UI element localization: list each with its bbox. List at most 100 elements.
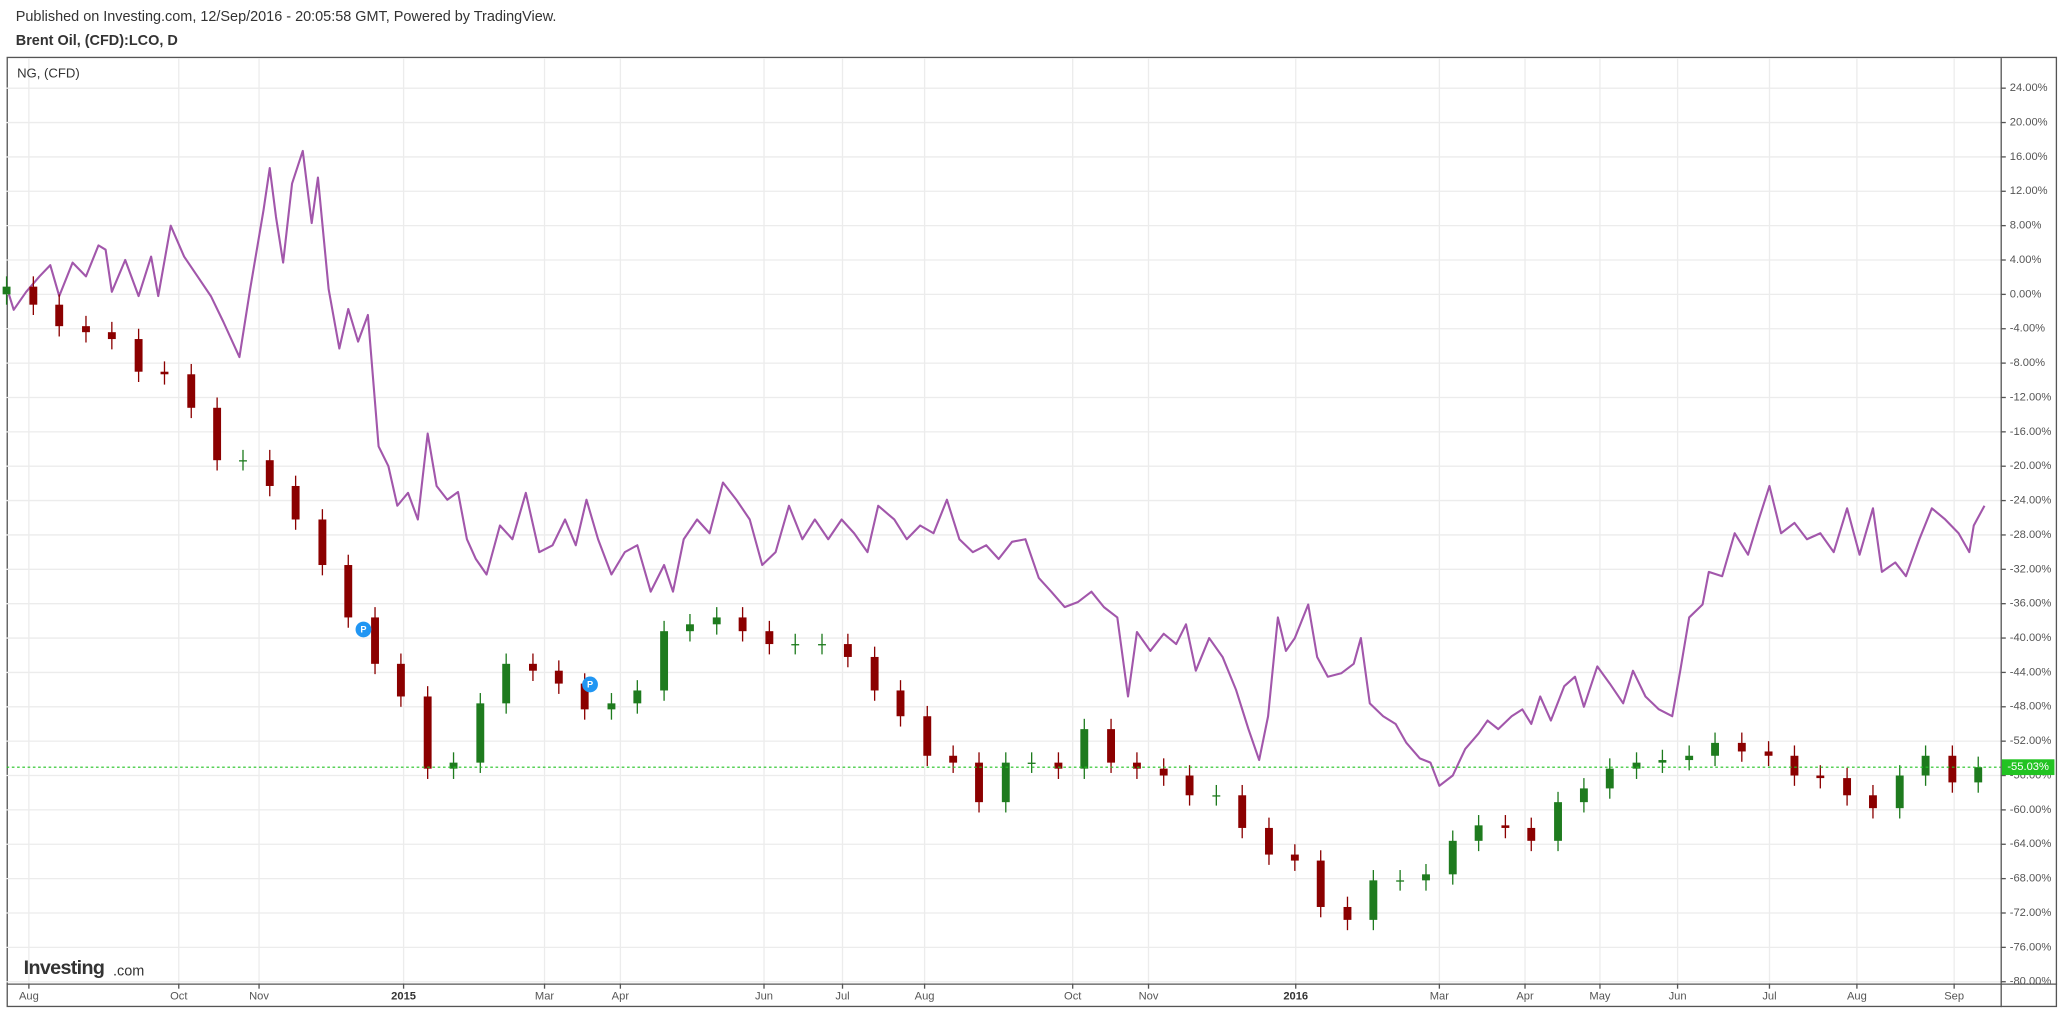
logo-suffix: .com — [113, 963, 144, 979]
candle-body — [1054, 762, 1063, 769]
x-tick-label: Nov — [1139, 991, 1159, 1003]
candle-body — [765, 631, 774, 645]
candle-body — [975, 762, 983, 803]
candle-body — [1212, 795, 1221, 797]
y-tick-label: -48.00% — [2010, 701, 2052, 713]
candle-body — [213, 407, 222, 461]
candle-body — [1185, 775, 1194, 796]
y-tick-label: -20.00% — [2010, 460, 2052, 472]
candle-body — [949, 755, 958, 763]
y-tick-label: -28.00% — [2010, 529, 2052, 541]
y-tick-label: -32.00% — [2010, 563, 2052, 575]
x-tick-label: Jun — [1669, 991, 1687, 1003]
x-tick-label: 2015 — [391, 991, 416, 1003]
y-tick-label: -36.00% — [2010, 598, 2052, 610]
candle-body — [1448, 840, 1457, 875]
y-tick-label: -64.00% — [2010, 838, 2052, 850]
candle-body — [1764, 751, 1773, 756]
candle-body — [843, 644, 852, 657]
candle-body — [1107, 729, 1116, 763]
candle-body — [29, 286, 38, 305]
legend-entry: NG, (CFD) — [17, 65, 80, 80]
y-tick-label: -40.00% — [2010, 632, 2052, 644]
logo: Investing — [24, 957, 105, 979]
y-tick-label: 20.00% — [2010, 116, 2048, 128]
candle-body — [2, 286, 11, 295]
candle-body — [82, 326, 90, 333]
y-tick-label: -8.00% — [2010, 357, 2045, 369]
x-tick-label: Apr — [1516, 991, 1534, 1003]
candle-body — [1790, 755, 1799, 776]
candle-body — [396, 663, 405, 697]
x-tick-label: Jun — [755, 991, 773, 1003]
event-marker-label: P — [587, 680, 593, 690]
candle-body — [1869, 795, 1877, 809]
candle-body — [1948, 755, 1957, 783]
candle-body — [528, 663, 537, 671]
candle-body — [239, 460, 247, 462]
candle-body — [870, 656, 879, 691]
candle-body — [1265, 827, 1273, 855]
y-tick-label: 0.00% — [2010, 288, 2042, 300]
candle-body — [107, 332, 116, 340]
y-tick-label: -12.00% — [2010, 391, 2052, 403]
y-tick-label: -68.00% — [2010, 873, 2052, 885]
x-tick-label: Nov — [249, 991, 269, 1003]
candle-body — [1501, 825, 1510, 828]
chart-frame — [6, 56, 2058, 1008]
candle-body — [1316, 860, 1325, 907]
candle-body — [660, 631, 669, 691]
y-tick-label: 16.00% — [2010, 151, 2048, 163]
y-tick-label: -4.00% — [2010, 323, 2045, 335]
candle-body — [1159, 768, 1168, 776]
x-tick-label: Jul — [835, 991, 849, 1003]
candle-body — [738, 617, 747, 632]
x-tick-label: Aug — [19, 991, 39, 1003]
candle-body — [1290, 854, 1299, 861]
x-tick-label: Aug — [1847, 991, 1867, 1003]
y-tick-label: 4.00% — [2010, 254, 2042, 266]
axes: 24.00% 20.00% 16.00% 12.00% 8.00% 4.00% 0.00% -… — [6, 58, 2058, 1008]
x-tick-label: Mar — [535, 991, 554, 1003]
candle-body — [187, 374, 196, 408]
x-tick-label: 2016 — [1283, 991, 1308, 1003]
candle-body — [791, 644, 800, 646]
candle-body — [633, 690, 642, 704]
plot-area: PP — [2, 149, 2001, 931]
x-tick-label: Oct — [170, 991, 188, 1003]
candle-body — [1605, 768, 1614, 789]
y-tick-label: 12.00% — [2010, 185, 2048, 197]
y-tick-label: -60.00% — [2010, 804, 2052, 816]
candle-body — [1816, 775, 1825, 779]
chart-title: Brent Oil, (CFD):LCO, D — [16, 33, 178, 49]
source-note: Published on Investing.com, 12/Sep/2016 … — [16, 9, 557, 25]
y-tick-label: 24.00% — [2010, 82, 2048, 94]
candle-body — [1921, 755, 1930, 776]
x-tick-label: May — [1589, 991, 1610, 1003]
candle-body — [371, 617, 379, 664]
x-tick-label: Oct — [1064, 991, 1082, 1003]
candle-body — [265, 460, 274, 486]
event-marker — [355, 621, 372, 638]
grid — [6, 58, 2001, 984]
y-tick-label: 8.00% — [2010, 220, 2042, 232]
candle-body — [1579, 788, 1588, 803]
x-tick-label: Sep — [1944, 991, 1964, 1003]
candle-body — [1001, 762, 1010, 803]
candle-body — [712, 617, 721, 625]
candle-body — [423, 696, 432, 769]
event-marker — [582, 676, 598, 693]
candle-body — [502, 663, 511, 704]
candle-body — [1554, 802, 1562, 841]
candle-body — [1632, 762, 1641, 769]
candle-body — [607, 703, 616, 710]
candle-body — [1027, 762, 1036, 764]
event-marker-label: P — [360, 625, 366, 635]
candle-body — [1132, 762, 1141, 769]
y-tick-label: -52.00% — [2010, 735, 2052, 747]
candle-body — [1474, 825, 1483, 841]
candle-body — [449, 762, 458, 769]
y-tick-label: -72.00% — [2010, 907, 2052, 919]
y-tick-label: -16.00% — [2010, 426, 2052, 438]
